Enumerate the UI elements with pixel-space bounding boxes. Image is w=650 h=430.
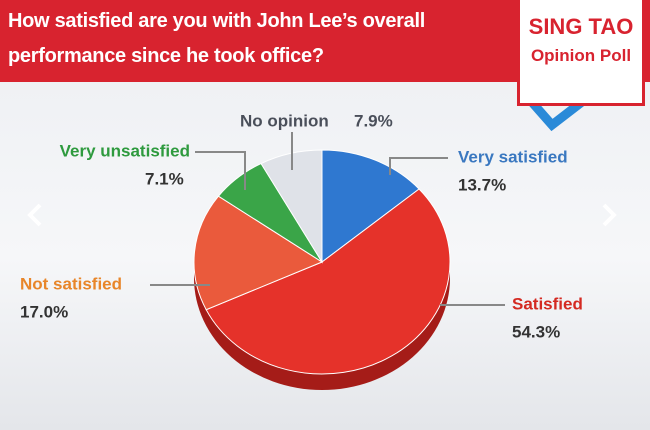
- next-arrow[interactable]: [602, 203, 617, 227]
- value-label: 13.7%: [458, 175, 506, 194]
- pie: [193, 149, 451, 390]
- value-label: 7.9%: [354, 111, 393, 130]
- prev-arrow[interactable]: [27, 203, 42, 227]
- value-label: 17.0%: [20, 302, 68, 321]
- chart-title: How satisfied are you with John Lee’s ov…: [8, 10, 425, 67]
- logo: SING TAO Opinion Poll: [517, 0, 645, 106]
- pie-slice: [321, 149, 420, 264]
- pie-slice: [205, 188, 451, 375]
- pie-slice: [260, 149, 323, 264]
- slice-label: Very satisfied: [458, 147, 568, 166]
- logo-text: SING TAO: [528, 14, 634, 39]
- slice-label: Satisfied: [512, 294, 583, 313]
- value-label: 54.3%: [512, 322, 560, 341]
- slice-label: Not satisfied: [20, 274, 122, 293]
- pie-slice: [193, 195, 324, 311]
- value-label: 7.1%: [145, 169, 184, 188]
- leader-line: [389, 157, 448, 175]
- slice-label: Very unsatisfied: [60, 141, 190, 160]
- slice-label: No opinion: [240, 111, 329, 130]
- leader-line: [195, 151, 246, 190]
- logo-text: Opinion Poll: [530, 46, 632, 65]
